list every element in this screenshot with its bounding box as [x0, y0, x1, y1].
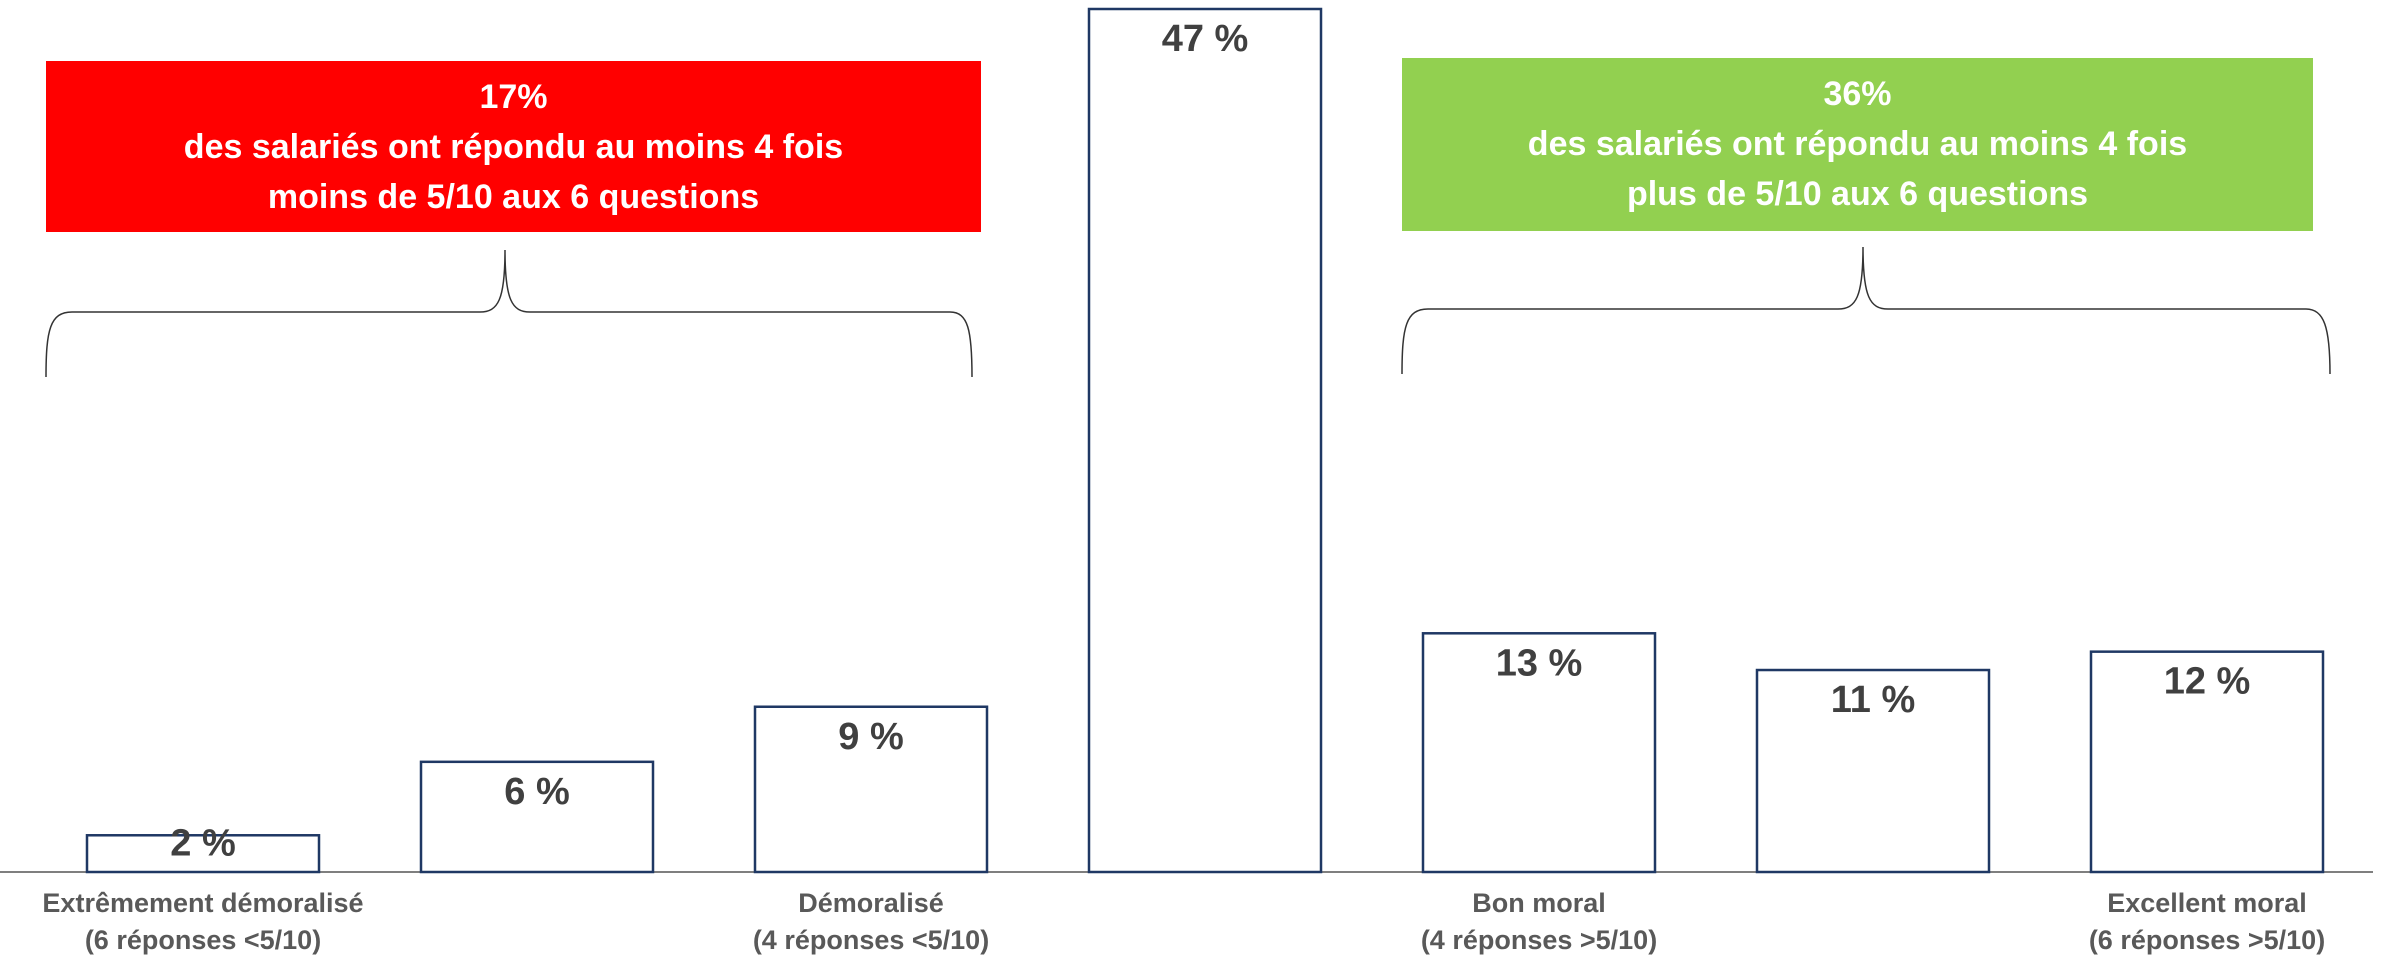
value-label: 6 % — [504, 771, 569, 813]
bar — [2089, 650, 2325, 874]
bar — [1421, 632, 1657, 874]
annotation-box — [46, 61, 981, 232]
annotation-text: 36% — [1823, 75, 1891, 113]
value-label: 13 % — [1496, 642, 1583, 684]
bar — [1755, 668, 1991, 874]
bar — [419, 760, 655, 874]
value-label: 2 % — [170, 822, 235, 864]
x-tick-label: Excellent moral (6 réponses >5/10) — [2089, 888, 2325, 955]
bar — [85, 834, 321, 874]
x-tick-label: Démoralisé (4 réponses <5/10) — [753, 888, 989, 955]
annotation-box — [1402, 58, 2313, 231]
x-tick-label-line: (6 réponses >5/10) — [2089, 925, 2325, 955]
brace-left — [45, 249, 973, 378]
x-tick-label: Bon moral (4 réponses >5/10) — [1421, 888, 1657, 955]
bar — [753, 705, 989, 874]
annotation-text: des salariés ont répondu au moins 4 fois — [1528, 125, 2187, 163]
bar — [1087, 7, 1323, 874]
x-tick-label-line: Démoralisé — [798, 888, 944, 918]
brace-right — [1401, 246, 2331, 375]
annotation-text: plus de 5/10 aux 6 questions — [1627, 175, 2088, 213]
value-label: 11 % — [1831, 679, 1916, 721]
x-tick-label: Extrêmement démoralisé (6 réponses <5/10) — [42, 888, 363, 955]
annotation-text: des salariés ont répondu au moins 4 fois — [184, 128, 843, 166]
x-tick-label-line: (4 réponses >5/10) — [1421, 925, 1657, 955]
x-tick-label-line: Excellent moral — [2107, 888, 2307, 918]
x-tick-label-line: (6 réponses <5/10) — [85, 925, 321, 955]
x-tick-label-line: (4 réponses <5/10) — [753, 925, 989, 955]
annotation-text: 17% — [479, 78, 547, 116]
x-tick-label-line: Bon moral — [1472, 888, 1606, 918]
value-label: 9 % — [838, 716, 903, 758]
value-label: 47 % — [1162, 18, 1249, 60]
x-tick-label-line: Extrêmement démoralisé — [42, 888, 363, 918]
annotation-text: moins de 5/10 aux 6 questions — [268, 178, 759, 216]
value-label: 12 % — [2164, 661, 2251, 703]
